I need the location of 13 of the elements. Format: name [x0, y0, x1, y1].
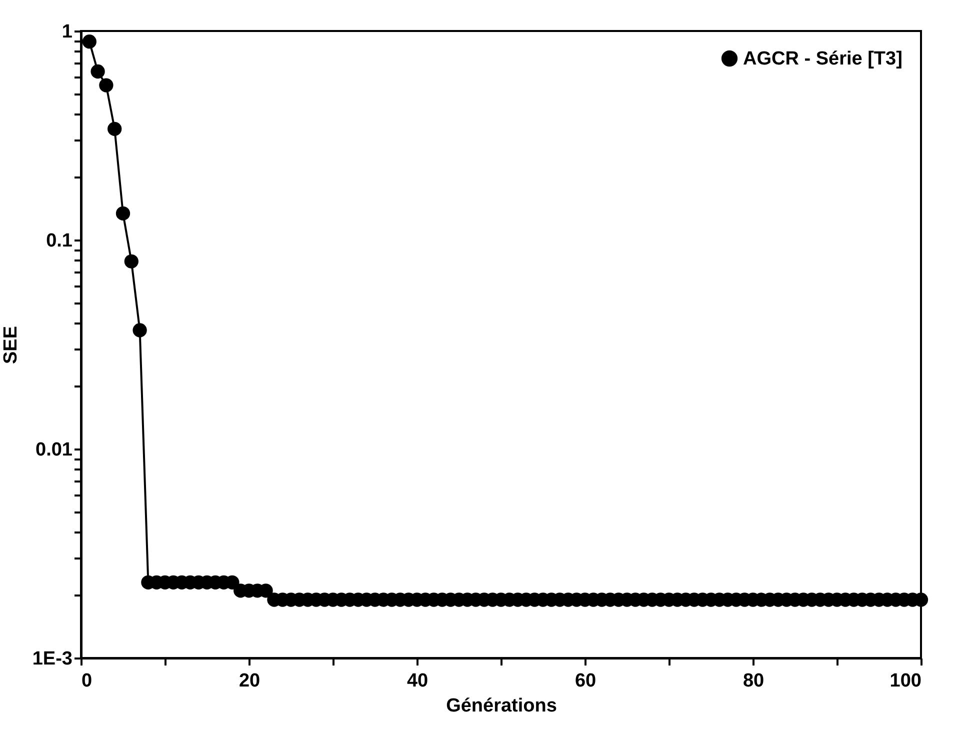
y-tick-label: 0.01: [36, 440, 73, 460]
x-tick-label: 60: [574, 670, 596, 692]
x-axis-title: Générations: [446, 696, 557, 716]
x-tick-label: 80: [742, 670, 764, 692]
y-tick-label: 1E-3: [32, 648, 72, 670]
legend-label: AGCR - Série [T3]: [743, 48, 902, 70]
x-tick-label: 20: [238, 670, 260, 692]
x-tick-label: 0: [82, 670, 92, 692]
x-tick-label: 100: [890, 670, 922, 692]
y-tick-label: 0.1: [46, 230, 73, 252]
y-tick-label: 1: [62, 22, 73, 42]
x-tick-label: 40: [406, 670, 428, 692]
y-axis-title: SEE: [0, 326, 22, 364]
